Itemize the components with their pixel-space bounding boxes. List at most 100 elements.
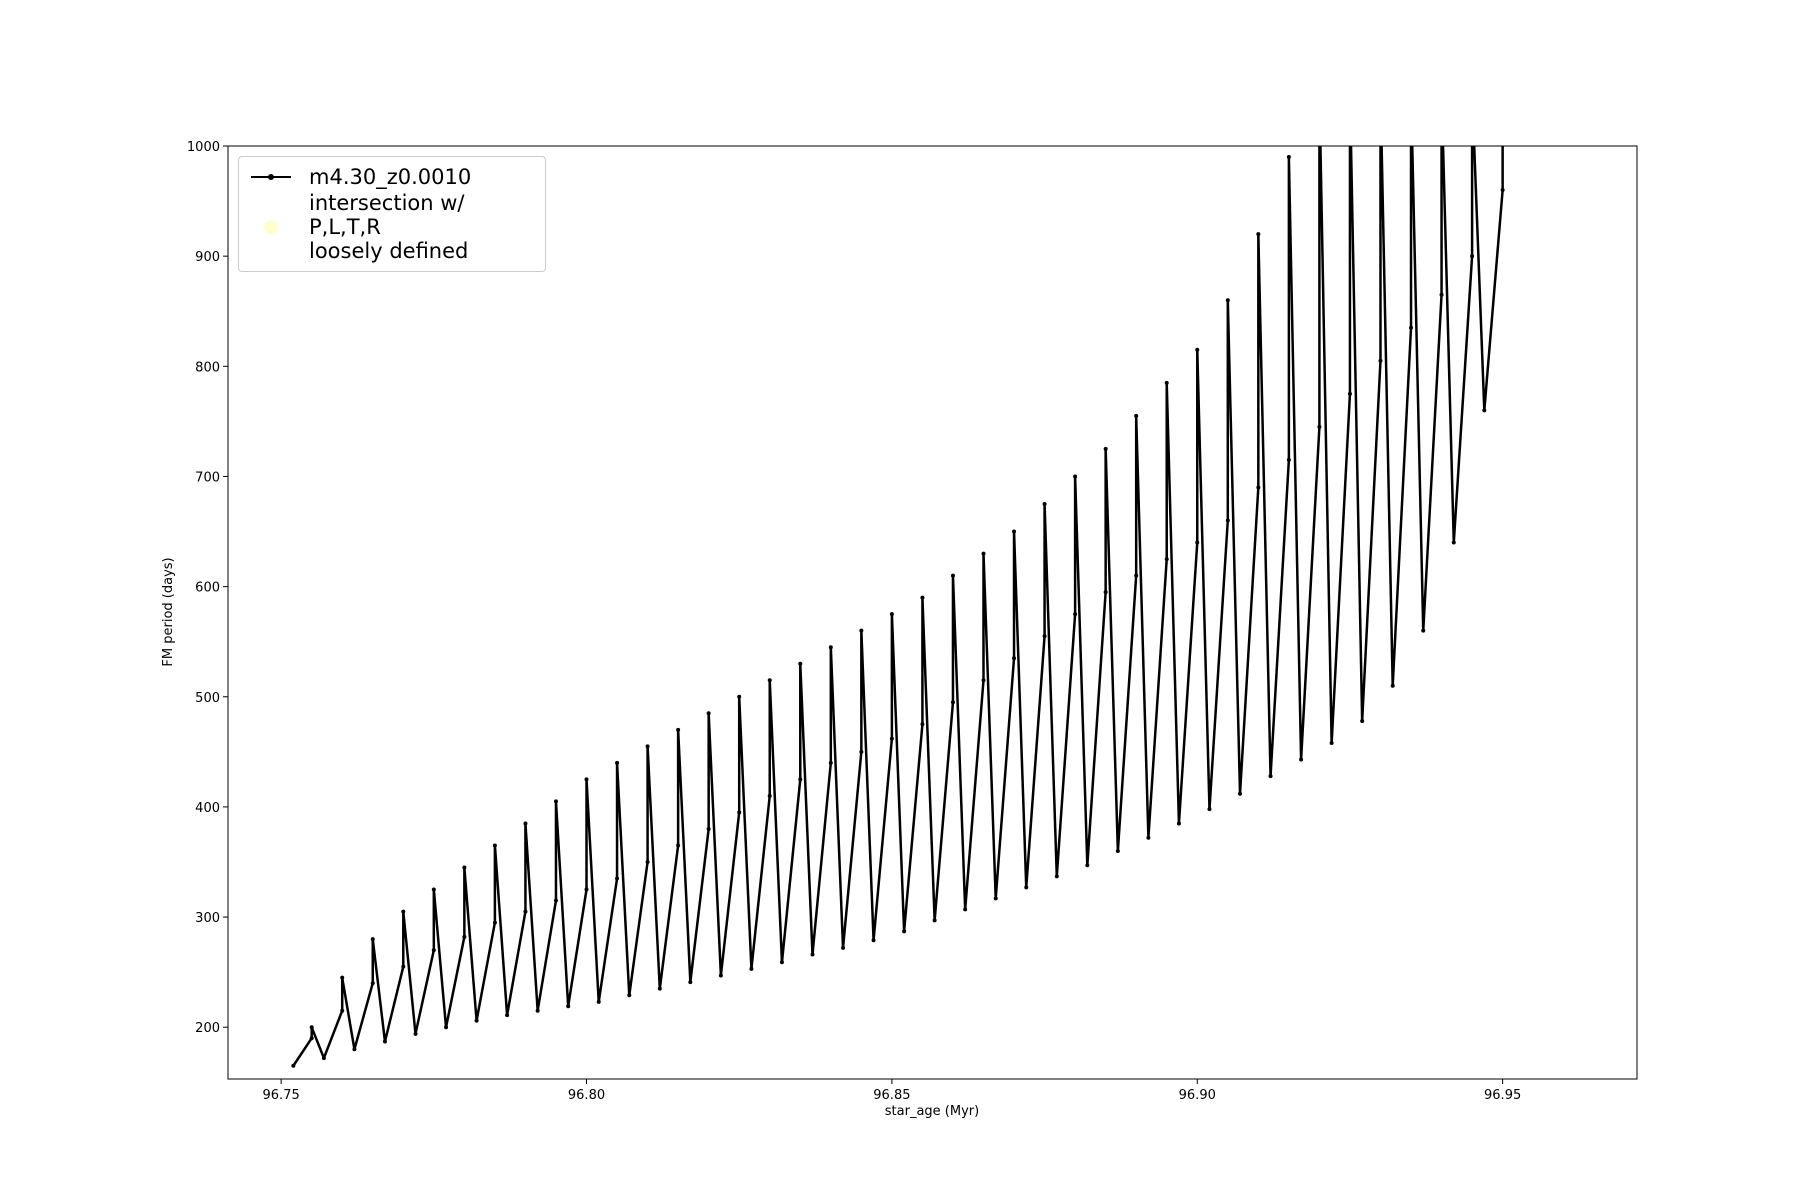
data-point: [1103, 446, 1108, 451]
data-point: [1115, 848, 1120, 853]
data-point: [706, 711, 711, 716]
data-point: [779, 960, 784, 965]
data-point: [950, 573, 955, 578]
data-point: [1286, 457, 1291, 462]
plot-frame: [227, 145, 1638, 1080]
data-point: [1012, 529, 1017, 534]
data-point: [431, 948, 436, 953]
data-point: [706, 826, 711, 831]
data-point: [382, 1039, 387, 1044]
data-point: [523, 909, 528, 914]
data-point: [401, 909, 406, 914]
data-point: [981, 678, 986, 683]
data-point: [1225, 298, 1230, 303]
data-point: [1360, 719, 1365, 724]
data-point: [676, 727, 681, 732]
data-point: [309, 1036, 314, 1041]
data-point: [462, 934, 467, 939]
data-point: [1440, 89, 1444, 93]
data-point: [492, 920, 497, 925]
data-point: [584, 887, 589, 892]
legend-entry: m4.30_z0.0010: [247, 165, 537, 189]
data-point: [309, 1025, 314, 1030]
data-point: [1042, 501, 1047, 506]
data-point: [1451, 540, 1456, 545]
x-axis-label: star_age (Myr): [885, 1104, 979, 1119]
data-point: [871, 938, 876, 943]
y-tick-label: 300: [195, 911, 220, 926]
data-point: [889, 736, 894, 741]
data-point: [749, 966, 754, 971]
data-point: [615, 760, 620, 765]
data-point: [1054, 874, 1059, 879]
data-point: [1073, 474, 1078, 479]
data-point: [932, 918, 937, 923]
data-point: [737, 694, 742, 699]
data-point: [340, 1008, 345, 1013]
legend-key: [247, 215, 295, 239]
data-point: [1348, 89, 1352, 93]
data-point: [1421, 628, 1426, 633]
data-point: [291, 1063, 296, 1068]
data-point: [645, 859, 650, 864]
data-point: [1238, 791, 1243, 796]
data-point: [1409, 325, 1414, 330]
data-point: [596, 999, 601, 1004]
x-tick-label: 96.80: [568, 1088, 605, 1103]
data-point: [474, 1018, 479, 1023]
data-point: [1256, 232, 1261, 237]
data-point: [1409, 89, 1413, 93]
y-tick-label: 500: [195, 691, 220, 706]
data-point: [1390, 683, 1395, 688]
data-point: [1195, 347, 1200, 352]
legend-entry: intersection w/ P,L,T,R loosely defined: [247, 191, 537, 263]
data-point: [535, 1008, 540, 1013]
legend-label: m4.30_z0.0010: [309, 165, 472, 189]
data-point: [1134, 573, 1139, 578]
data-point: [859, 749, 864, 754]
data-point: [1134, 413, 1139, 418]
data-point: [1501, 89, 1505, 93]
data-point: [1146, 835, 1151, 840]
data-point: [645, 744, 650, 749]
data-point: [993, 896, 998, 901]
x-tick-label: 96.90: [1179, 1088, 1216, 1103]
data-point: [566, 1004, 571, 1009]
data-point: [321, 1056, 326, 1061]
data-point: [737, 810, 742, 815]
data-point: [828, 760, 833, 765]
data-point: [1378, 89, 1382, 93]
data-point: [1470, 254, 1475, 259]
data-point: [798, 661, 803, 666]
data-point: [444, 1025, 449, 1030]
y-tick-label: 1000: [187, 140, 220, 155]
data-point: [920, 722, 925, 727]
data-point: [615, 876, 620, 881]
y-tick-label: 600: [195, 581, 220, 596]
data-point: [1286, 155, 1291, 160]
data-point: [767, 678, 772, 683]
data-point: [889, 612, 894, 617]
data-point: [1470, 89, 1474, 93]
data-point: [963, 907, 968, 912]
data-point: [798, 777, 803, 782]
data-point: [920, 595, 925, 600]
y-tick-label: 900: [195, 250, 220, 265]
data-point: [553, 898, 558, 903]
data-point: [767, 793, 772, 798]
data-point: [718, 973, 723, 978]
data-point: [505, 1013, 510, 1018]
legend-key: [247, 165, 295, 189]
data-point: [1317, 424, 1322, 429]
data-point: [1500, 188, 1505, 193]
data-point: [1256, 485, 1261, 490]
x-tick-label: 96.95: [1484, 1088, 1521, 1103]
data-point: [950, 700, 955, 705]
data-point: [413, 1031, 418, 1036]
y-axis-label: FM period (days): [161, 557, 176, 666]
data-point: [1378, 358, 1383, 363]
data-point: [1164, 380, 1169, 385]
data-point: [401, 964, 406, 969]
